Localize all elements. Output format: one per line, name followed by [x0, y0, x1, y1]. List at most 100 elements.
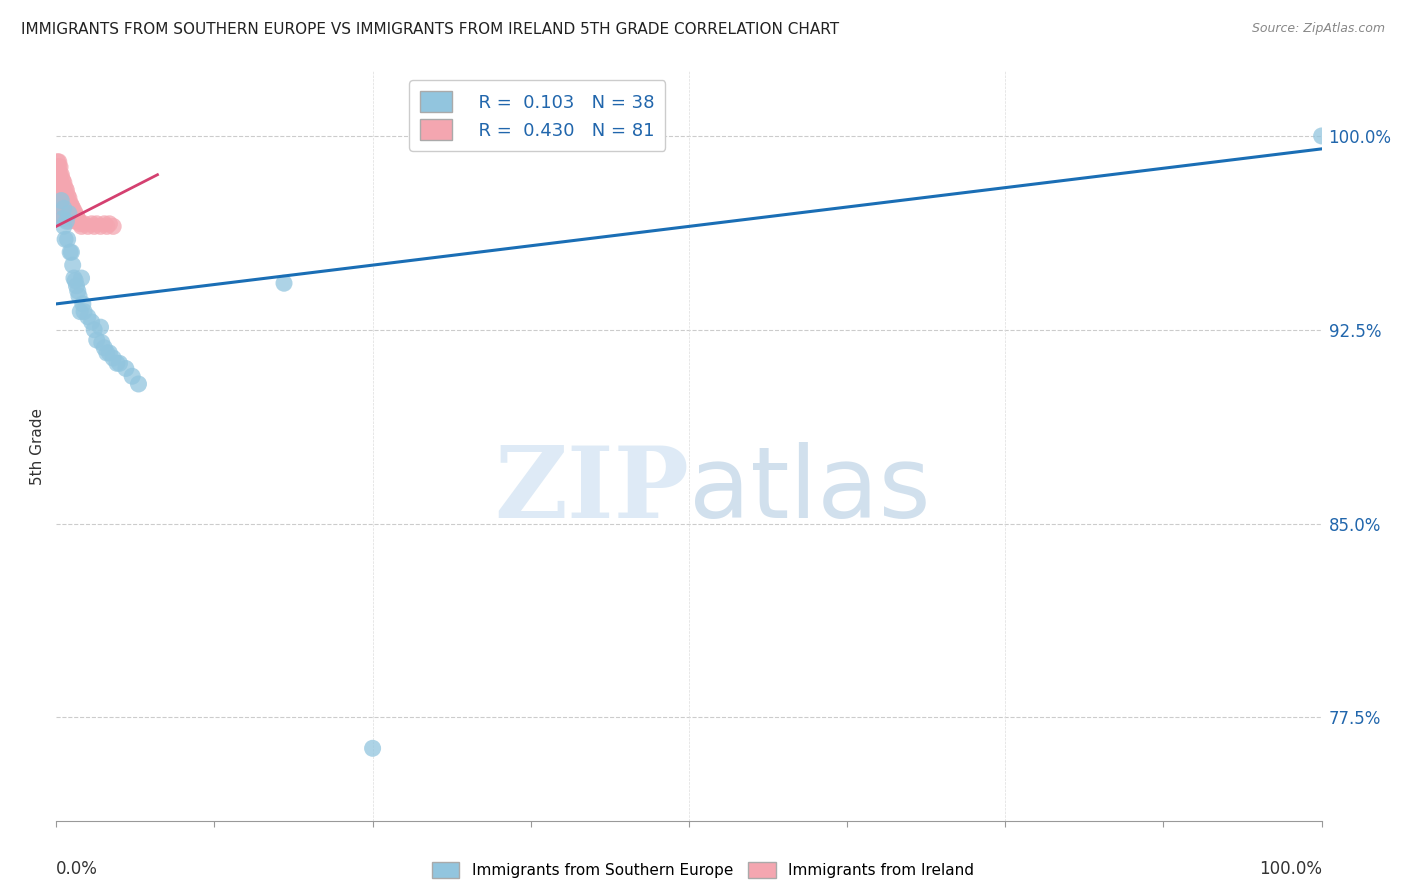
Point: [52, 219, 75, 234]
Point: [93, 217, 115, 231]
Point: [46, 173, 69, 187]
Point: [48, 160, 70, 174]
Point: [55, 206, 77, 220]
Text: ZIP: ZIP: [494, 442, 689, 540]
Point: [49, 160, 72, 174]
Point: [86, 333, 108, 347]
Point: [58, 199, 80, 213]
Point: [59, 203, 82, 218]
Point: [103, 351, 124, 366]
Legend:   R =  0.103   N = 38,   R =  0.430   N = 81: R = 0.103 N = 38, R = 0.430 N = 81: [409, 80, 665, 151]
Point: [96, 219, 118, 234]
Point: [70, 271, 93, 285]
Point: [55, 183, 77, 197]
Point: [73, 217, 96, 231]
Point: [63, 203, 86, 218]
Point: [60, 245, 83, 260]
Point: [60, 206, 83, 220]
Point: [65, 214, 87, 228]
Point: [49, 206, 72, 220]
Point: [65, 274, 87, 288]
Point: [56, 196, 79, 211]
Point: [66, 211, 89, 226]
Point: [62, 258, 84, 272]
Y-axis label: 5th Grade: 5th Grade: [30, 408, 45, 484]
Point: [121, 369, 143, 384]
Point: [49, 199, 72, 213]
Point: [51, 206, 73, 220]
Point: [65, 206, 87, 220]
Point: [86, 217, 108, 231]
Point: [52, 173, 75, 187]
Point: [48, 194, 70, 208]
Point: [67, 214, 90, 228]
Point: [55, 199, 77, 213]
Point: [65, 209, 87, 223]
Legend: Immigrants from Southern Europe, Immigrants from Ireland: Immigrants from Southern Europe, Immigra…: [426, 856, 980, 884]
Point: [1310, 128, 1333, 143]
Point: [52, 196, 75, 211]
Point: [51, 168, 73, 182]
Point: [46, 206, 69, 220]
Point: [66, 284, 89, 298]
Point: [51, 191, 73, 205]
Point: [55, 214, 77, 228]
Point: [53, 188, 76, 202]
Point: [273, 277, 295, 291]
Point: [98, 217, 121, 231]
Point: [49, 191, 72, 205]
Point: [53, 232, 76, 246]
Text: IMMIGRANTS FROM SOUTHERN EUROPE VS IMMIGRANTS FROM IRELAND 5TH GRADE CORRELATION: IMMIGRANTS FROM SOUTHERN EUROPE VS IMMIG…: [21, 22, 839, 37]
Point: [49, 168, 72, 182]
Point: [76, 310, 98, 324]
Text: atlas: atlas: [689, 442, 931, 540]
Point: [65, 278, 87, 293]
Point: [60, 199, 83, 213]
Point: [56, 232, 79, 246]
Point: [80, 217, 103, 231]
Point: [67, 289, 90, 303]
Point: [53, 196, 76, 211]
Point: [53, 203, 76, 218]
Point: [96, 346, 118, 360]
Point: [98, 346, 121, 360]
Point: [63, 271, 86, 285]
Point: [46, 180, 69, 194]
Point: [52, 176, 75, 190]
Point: [55, 191, 77, 205]
Point: [361, 741, 384, 756]
Point: [52, 202, 75, 216]
Point: [51, 183, 73, 197]
Point: [58, 214, 80, 228]
Point: [114, 361, 138, 376]
Point: [70, 219, 93, 234]
Point: [76, 219, 98, 234]
Point: [90, 335, 112, 350]
Point: [62, 209, 84, 223]
Point: [58, 206, 80, 220]
Point: [49, 183, 72, 197]
Point: [52, 203, 75, 218]
Point: [73, 304, 96, 318]
Point: [62, 202, 84, 216]
Point: [90, 219, 111, 234]
Point: [48, 188, 70, 202]
Point: [56, 188, 79, 202]
Point: [59, 245, 82, 260]
Point: [83, 323, 105, 337]
Point: [53, 180, 76, 194]
Point: [52, 211, 75, 226]
Point: [48, 173, 70, 187]
Point: [105, 356, 128, 370]
Point: [51, 176, 73, 190]
Point: [69, 304, 91, 318]
Point: [93, 341, 115, 355]
Point: [48, 154, 70, 169]
Point: [90, 320, 111, 334]
Point: [52, 183, 75, 197]
Point: [103, 219, 124, 234]
Point: [63, 211, 86, 226]
Point: [72, 297, 94, 311]
Point: [52, 199, 75, 213]
Point: [108, 356, 131, 370]
